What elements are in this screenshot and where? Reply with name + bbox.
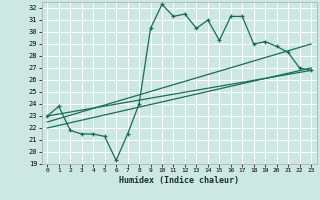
X-axis label: Humidex (Indice chaleur): Humidex (Indice chaleur) (119, 176, 239, 185)
